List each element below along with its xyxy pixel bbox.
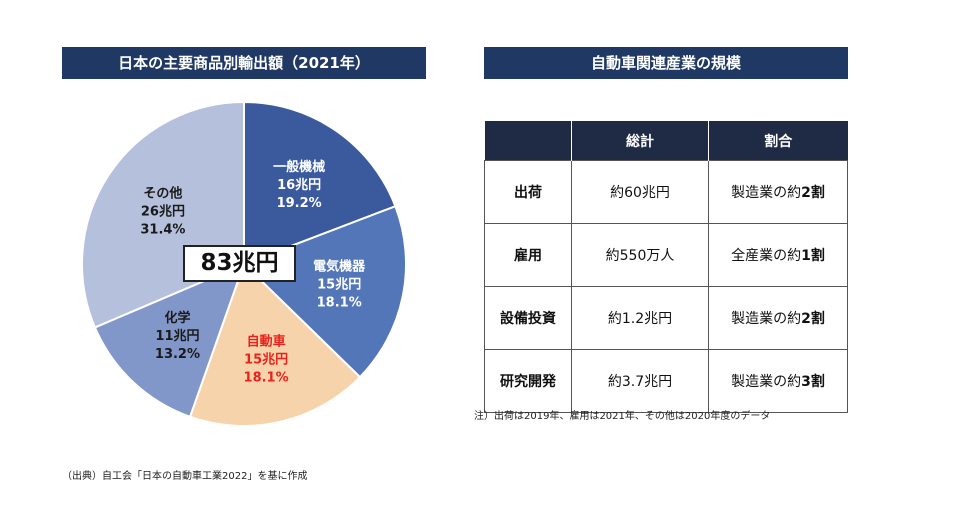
row-label: 出荷 bbox=[484, 160, 572, 224]
table-row: 出荷 約60兆円 製造業の約2割 bbox=[484, 160, 848, 224]
table-header-row: 総計 割合 bbox=[484, 121, 848, 161]
header-total: 総計 bbox=[571, 121, 709, 161]
row-total: 約60兆円 bbox=[571, 160, 709, 224]
slice-label: 一般機械 bbox=[273, 159, 325, 175]
slice-label: 化学 bbox=[164, 310, 190, 326]
row-label: 設備投資 bbox=[484, 286, 572, 350]
pie-total-label: 83兆円 bbox=[183, 245, 296, 282]
industry-scale-table: 総計 割合 出荷 約60兆円 製造業の約2割 雇用 約550万人 全産業の約1割… bbox=[484, 121, 848, 413]
pie-slice bbox=[93, 262, 246, 419]
slice-percent-label: 31.4% bbox=[140, 222, 185, 237]
slice-percent-label: 13.2% bbox=[155, 347, 200, 362]
slice-percent-label: 19.2% bbox=[277, 196, 322, 211]
pie-slice bbox=[243, 100, 397, 266]
table-row: 雇用 約550万人 全産業の約1割 bbox=[484, 223, 848, 287]
slice-percent-label: 18.1% bbox=[244, 371, 289, 386]
row-ratio: 全産業の約1割 bbox=[708, 223, 848, 287]
header-empty bbox=[484, 121, 572, 161]
row-label: 雇用 bbox=[484, 223, 572, 287]
slice-value-label: 15兆円 bbox=[317, 277, 361, 293]
row-ratio: 製造業の約3割 bbox=[708, 349, 848, 413]
slice-value-label: 11兆円 bbox=[155, 328, 199, 344]
slice-label: 自動車 bbox=[247, 334, 286, 350]
table-row: 研究開発 約3.7兆円 製造業の約3割 bbox=[484, 349, 848, 413]
row-total: 約3.7兆円 bbox=[571, 349, 709, 413]
pie-chart-title: 日本の主要商品別輸出額（2021年） bbox=[62, 47, 426, 79]
slice-label: 電気機器 bbox=[313, 259, 366, 275]
row-label: 研究開発 bbox=[484, 349, 572, 413]
header-ratio: 割合 bbox=[708, 121, 848, 161]
source-citation: （出典）自工会「日本の自動車工業2022」を基に作成 bbox=[62, 471, 308, 482]
slice-value-label: 26兆円 bbox=[141, 203, 185, 219]
table-title: 自動車関連産業の規模 bbox=[484, 47, 848, 79]
pie-slice bbox=[188, 262, 362, 427]
slice-value-label: 16兆円 bbox=[277, 177, 321, 193]
slice-value-label: 15兆円 bbox=[244, 352, 288, 368]
slice-percent-label: 18.1% bbox=[317, 296, 362, 311]
slice-label: その他 bbox=[143, 185, 182, 201]
row-ratio: 製造業の約2割 bbox=[708, 286, 848, 350]
row-ratio: 製造業の約2割 bbox=[708, 160, 848, 224]
row-total: 約550万人 bbox=[571, 223, 709, 287]
table-row: 設備投資 約1.2兆円 製造業の約2割 bbox=[484, 286, 848, 350]
row-total: 約1.2兆円 bbox=[571, 286, 709, 350]
footnote: 注）出荷は2019年、雇用は2021年、その他は2020年度のデータ bbox=[474, 411, 771, 422]
